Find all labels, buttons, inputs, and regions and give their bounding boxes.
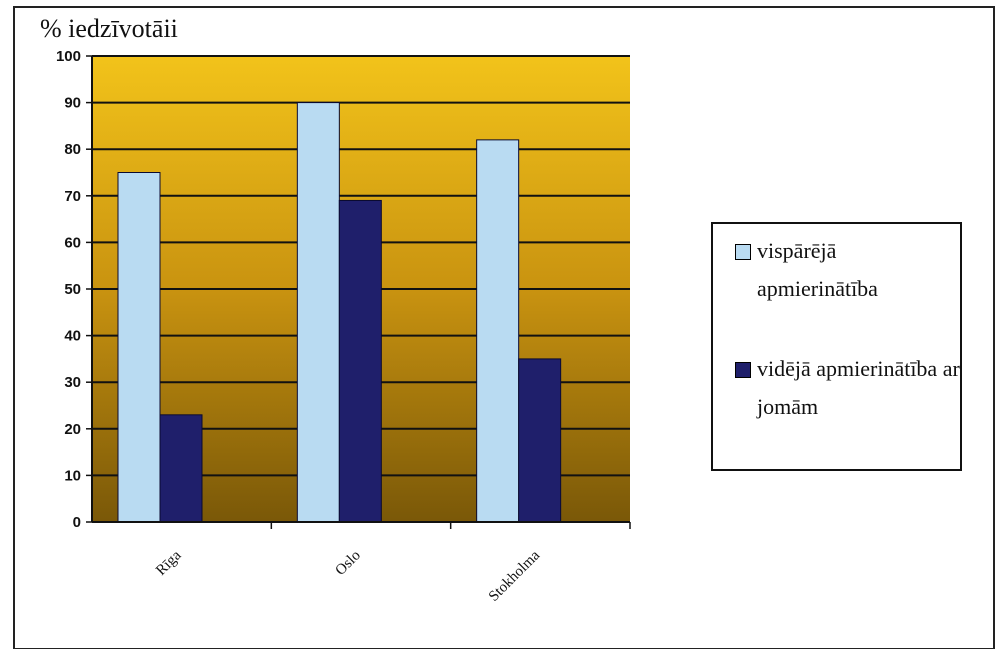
bar-oslo-series-2 [338, 199, 382, 523]
axes [86, 55, 631, 529]
legend-label-overall: vispārējā apmierinātība [757, 238, 878, 301]
y-tick-label: 60 [64, 234, 81, 251]
bar-stokholma-series-2 [518, 358, 562, 523]
legend-item-overall: vispārējā apmierinātība [735, 232, 962, 308]
y-tick-label: 80 [64, 141, 81, 158]
bar-stokholma-series-1 [476, 139, 520, 523]
y-tick-label: 20 [64, 421, 81, 438]
y-tick-label: 100 [56, 48, 81, 65]
bar-rīga-series-2 [159, 414, 203, 523]
x-tick-label: Rīga [153, 547, 185, 579]
y-tick-labels: 0 10 20 30 40 50 60 70 80 90 100 [56, 48, 81, 531]
legend: vispārējā apmierinātība vidējā apmierinā… [711, 222, 962, 471]
y-tick-label: 30 [64, 374, 81, 391]
legend-label-average: vidējā apmierinātība ar jomām [757, 356, 960, 419]
x-tick-label: Stokholma [486, 547, 544, 605]
legend-swatch-average [735, 362, 751, 378]
x-tick-labels: Rīga Oslo Stokholma [153, 547, 543, 605]
y-tick-label: 10 [64, 467, 81, 484]
legend-swatch-overall [735, 244, 751, 260]
legend-item-average: vidējā apmierinātība ar jomām [735, 350, 962, 426]
y-tick-label: 50 [64, 281, 81, 298]
y-tick-label: 40 [64, 328, 81, 345]
y-tick-label: 90 [64, 95, 81, 112]
bar-oslo-series-1 [296, 102, 340, 523]
y-axis-title: % iedzīvotāii [40, 14, 178, 43]
y-tick-label: 0 [73, 514, 81, 531]
bar-rīga-series-1 [117, 172, 161, 523]
y-tick-label: 70 [64, 188, 81, 205]
x-tick-label: Oslo [332, 548, 363, 579]
